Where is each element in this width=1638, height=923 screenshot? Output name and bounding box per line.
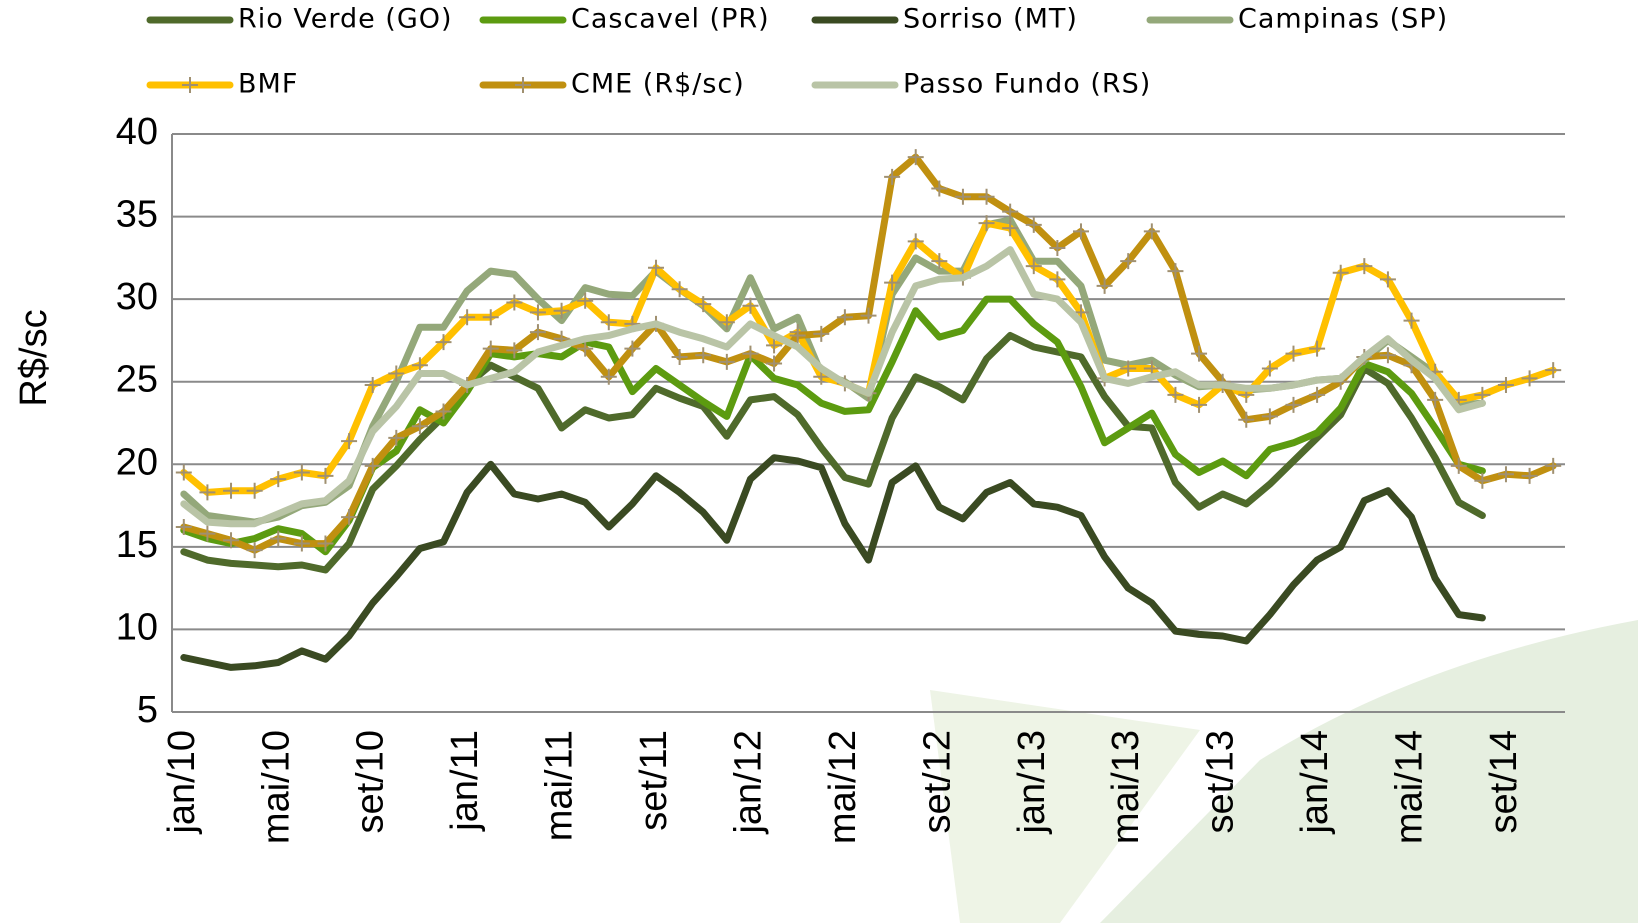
point-marker	[861, 308, 877, 324]
x-tick-label: jan/10	[161, 730, 203, 835]
y-axis-label: R$/sc	[13, 309, 55, 406]
x-tick-label: mai/11	[539, 730, 581, 841]
point-marker	[1309, 341, 1325, 357]
legend-label: BMF	[238, 69, 298, 100]
legend-label: Cascavel (PR)	[571, 4, 770, 35]
point-marker	[294, 465, 310, 481]
x-tick-label: mai/12	[822, 730, 864, 844]
x-tick-label: set/13	[1200, 730, 1242, 834]
y-tick-label: 30	[116, 276, 158, 318]
series-line	[184, 458, 1483, 668]
legend-label: Campinas (SP)	[1238, 4, 1448, 35]
legend-label: CME (R$/sc)	[571, 69, 745, 100]
y-tick-label: 20	[116, 441, 158, 483]
x-tick-label: jan/13	[1011, 730, 1053, 835]
y-tick-label: 10	[116, 606, 158, 648]
x-tick-label: mai/14	[1389, 730, 1431, 844]
point-marker	[1333, 265, 1349, 281]
y-tick-label: 35	[116, 194, 158, 236]
series-line	[184, 336, 1483, 571]
point-marker	[695, 347, 711, 363]
x-tick-label: mai/13	[1105, 730, 1147, 844]
legend-marker	[182, 77, 198, 93]
y-tick-label: 25	[116, 359, 158, 401]
point-marker	[1498, 466, 1514, 482]
series-line	[184, 220, 1483, 522]
y-tick-label: 5	[137, 689, 158, 731]
x-tick-label: set/10	[350, 730, 392, 834]
x-tick-label: set/14	[1483, 730, 1525, 834]
x-tick-label: jan/12	[727, 730, 769, 835]
y-tick-label: 40	[116, 111, 158, 153]
x-tick-label: jan/11	[444, 730, 486, 832]
legend-label: Passo Fundo (RS)	[903, 69, 1151, 100]
x-tick-label: jan/14	[1294, 730, 1336, 835]
chart: R$/sc 5 10 15 20 25 30 35 40 jan/10 mai/10 set/10 j…	[0, 0, 1638, 923]
y-tick-label: 15	[116, 524, 158, 566]
page: {"chart_data": {"type": "line", "y_label…	[0, 0, 1638, 923]
point-marker	[223, 483, 239, 499]
legend-marker	[515, 77, 531, 93]
x-tick-label: set/11	[633, 730, 675, 831]
legend-label: Sorriso (MT)	[903, 4, 1078, 35]
legend-label: Rio Verde (GO)	[238, 4, 453, 35]
x-tick-label: set/12	[916, 730, 958, 834]
x-tick-label: mai/10	[255, 730, 297, 844]
